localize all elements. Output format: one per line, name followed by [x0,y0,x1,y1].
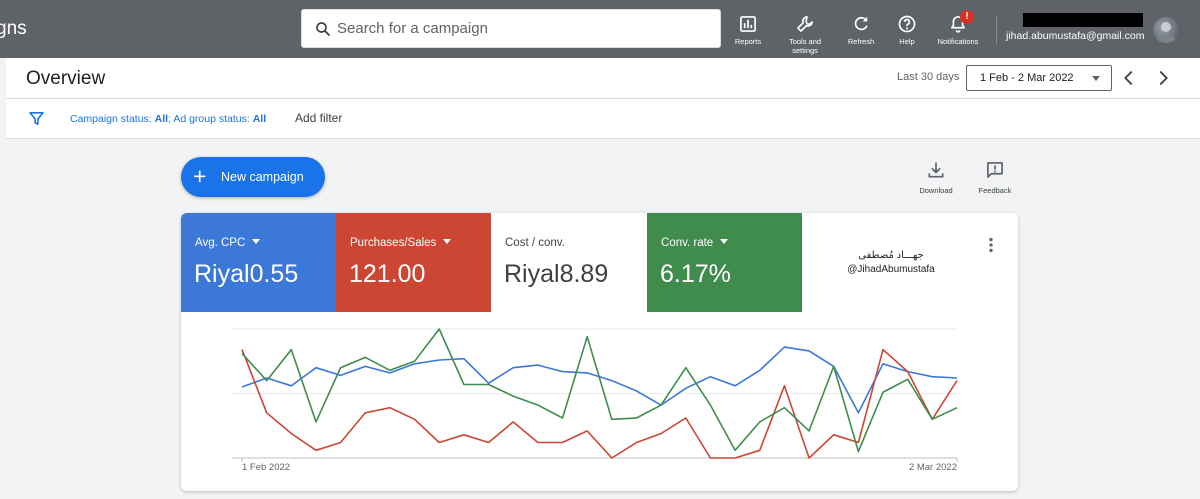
feedback-label: Feedback [978,186,1012,195]
add-filter-button[interactable]: Add filter [295,111,343,125]
avatar[interactable] [1153,17,1179,43]
previous-period-icon[interactable] [1118,67,1140,89]
help-button[interactable]: Help [877,14,937,58]
download-icon [928,162,944,178]
metric-label: Avg. CPC [195,237,261,249]
search-box[interactable] [301,9,721,48]
metric-tile-cost-per-conv[interactable]: Cost / conv. Riyal8.89 [491,213,646,312]
notifications-label: Notifications [937,37,979,46]
metric-tile-conv-rate[interactable]: Conv. rate 6.17% [647,213,802,312]
campaign-status-label: Campaign status: [70,113,152,125]
refresh-icon [854,16,868,31]
date-range-label: Last 30 days [897,71,960,83]
metric-label-text: Conv. rate [661,237,714,249]
metric-value: Riyal0.55 [194,260,299,288]
ad-group-status-value: All [252,113,267,125]
filter-separator: ; [168,113,171,125]
chart-grid [232,328,958,462]
metric-value: 121.00 [349,260,426,288]
date-range-dropdown[interactable]: 1 Feb - 2 Mar 2022 [966,65,1112,91]
reports-label: Reports [734,37,762,46]
help-icon [898,15,916,33]
download-label: Download [919,186,953,195]
metric-label: Purchases/Sales [350,237,452,249]
app-title[interactable]: gns [0,18,27,39]
more-options-icon[interactable] [981,235,1001,255]
x-axis-end-label: 2 Mar 2022 [909,462,957,473]
watermark: جهـــاد مُصطفى @JihadAbumustafa [836,249,946,277]
reports-button[interactable]: Reports [718,14,778,58]
series-line-1 [241,348,958,459]
feedback-icon [987,162,1003,178]
metric-value: Riyal8.89 [504,260,609,288]
campaign-status-value: All [154,113,169,125]
chart-series [241,328,958,459]
x-axis-start-label: 1 Feb 2022 [242,462,290,473]
search-input[interactable] [337,10,712,47]
page-title: Overview [26,68,106,89]
metric-label-text: Avg. CPC [195,237,246,249]
overview-header: Overview Last 30 days 1 Feb - 2 Mar 2022 [6,58,1200,99]
metric-tile-avg-cpc[interactable]: Avg. CPC Riyal0.55 [181,213,336,312]
performance-line-chart: 1 Feb 2022 2 Mar 2022 [232,328,958,473]
watermark-arabic-name: جهـــاد مُصطفى [858,250,924,261]
performance-card: Avg. CPC Riyal0.55 Purchases/Sales 121.0… [181,213,1018,491]
dropdown-caret-icon [720,239,729,244]
active-filters[interactable]: Campaign status: All; Ad group status: A… [70,113,266,125]
help-label: Help [899,37,915,46]
notifications-button[interactable]: ! Notifications [928,10,988,58]
new-campaign-label: New campaign [221,170,304,184]
top-app-bar: gns Reports Tools and settings Refresh H… [0,0,1200,58]
next-period-icon[interactable] [1152,67,1174,89]
dropdown-caret-icon [252,239,261,244]
user-avatar-icon [1156,22,1176,43]
redacted-account-name [1023,13,1143,27]
toolbar-divider [996,16,997,44]
metric-value: 6.17% [660,260,731,288]
search-icon [316,22,330,36]
metric-label-text: Purchases/Sales [350,237,437,249]
dropdown-caret-icon [1092,76,1100,81]
plus-icon: + [193,163,207,189]
tools-settings-label: Tools and settings [788,37,822,55]
metric-tile-purchases[interactable]: Purchases/Sales 121.00 [336,213,491,312]
watermark-handle: @JihadAbumustafa [847,264,935,275]
new-campaign-button[interactable]: + New campaign [181,157,325,197]
account-email[interactable]: jihad.abumustafa@gmail.com [1006,30,1145,42]
filter-icon[interactable] [28,110,45,127]
download-button[interactable]: Download [911,160,961,195]
refresh-label: Refresh [847,37,875,46]
dropdown-caret-icon [443,239,452,244]
date-range-value: 1 Feb - 2 Mar 2022 [980,72,1074,84]
series-line-2 [241,328,958,453]
tools-settings-button[interactable]: Tools and settings [775,14,835,58]
ad-group-status-label: Ad group status: [173,113,250,125]
wrench-icon [797,16,813,32]
metric-label: Conv. rate [661,237,729,249]
refresh-button[interactable]: Refresh [831,14,891,58]
feedback-button[interactable]: Feedback [970,160,1020,195]
filter-bar: Campaign status: All; Ad group status: A… [6,99,1200,139]
notification-badge: ! [960,10,974,24]
reports-icon [740,16,756,32]
metric-label: Cost / conv. [505,237,565,249]
